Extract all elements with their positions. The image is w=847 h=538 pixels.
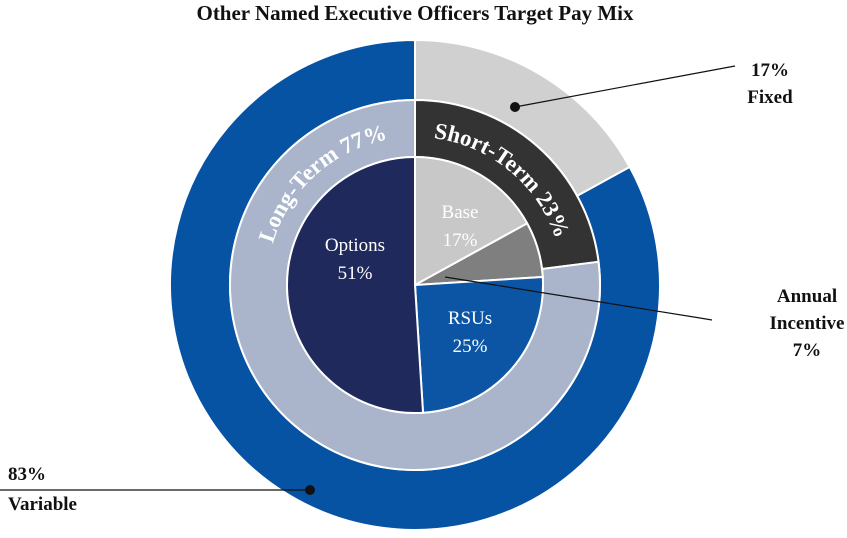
leader-line — [444, 276, 701, 319]
category-label: RSUs — [448, 308, 492, 329]
category-label: Base — [442, 202, 479, 223]
value-label: 7% — [792, 340, 822, 361]
value-label: 25% — [453, 336, 488, 357]
category-label: Options — [325, 235, 385, 256]
callout-dot — [510, 102, 520, 112]
slice — [413, 275, 544, 414]
leader-line — [699, 317, 713, 321]
annual-label: Annual Incentive 7% — [752, 283, 847, 364]
slice — [414, 155, 529, 287]
value-label: 83% — [8, 464, 46, 485]
category-label: Variable — [8, 494, 77, 515]
category-label: Fixed — [747, 87, 793, 108]
category-label: Annual Incentive — [769, 286, 845, 334]
value-label: 51% — [338, 263, 373, 284]
chart-title: Other Named Executive Officers Target Pa… — [196, 1, 634, 25]
value-label: 17% — [751, 60, 789, 81]
leader-line — [514, 65, 736, 108]
value-label: 17% — [443, 230, 478, 251]
slice — [286, 155, 425, 414]
callout-dot — [305, 485, 315, 495]
